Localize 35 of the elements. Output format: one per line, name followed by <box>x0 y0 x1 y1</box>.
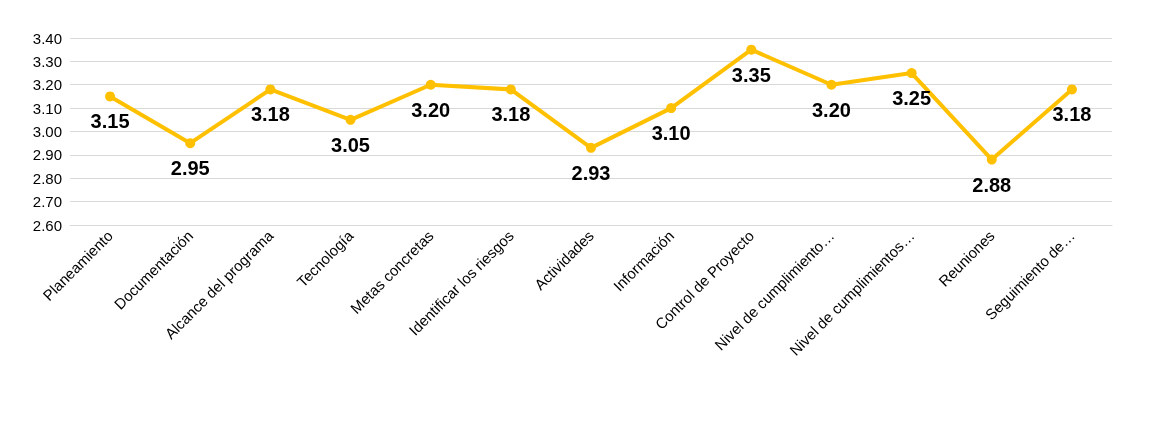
point <box>1066 84 1077 95</box>
y-tick-label: 2.80 <box>32 169 62 187</box>
point <box>746 44 757 55</box>
point <box>105 91 116 102</box>
point <box>425 79 436 90</box>
y-tick-label: 2.70 <box>32 193 62 211</box>
point <box>505 84 516 95</box>
point <box>586 142 596 153</box>
point <box>666 103 677 114</box>
data-label: 3.20 <box>411 98 451 121</box>
y-tick-label: 3.00 <box>32 123 62 140</box>
point <box>185 138 196 149</box>
data-label: 3.25 <box>892 87 932 110</box>
y-tick-label: 2.60 <box>32 216 62 234</box>
data-label: 3.20 <box>811 98 851 121</box>
data-label: 2.88 <box>972 173 1012 196</box>
y-tick-label: 3.20 <box>32 76 62 94</box>
point <box>345 114 356 125</box>
point <box>826 79 837 90</box>
y-tick-label: 3.40 <box>32 29 62 47</box>
data-label: 3.35 <box>731 63 771 86</box>
y-tick-label: 3.30 <box>32 52 62 70</box>
y-tick-label: 2.90 <box>32 146 62 164</box>
point <box>986 154 997 165</box>
data-label: 2.95 <box>170 157 210 180</box>
data-label: 3.15 <box>90 110 130 133</box>
data-label: 2.93 <box>571 161 611 184</box>
data-label: 3.18 <box>250 103 290 126</box>
data-label: 3.18 <box>491 103 531 126</box>
data-label: 3.05 <box>331 133 371 156</box>
y-tick-label: 3.10 <box>32 99 62 117</box>
point <box>265 84 276 95</box>
data-label: 3.18 <box>1052 103 1092 126</box>
point <box>906 68 917 79</box>
data-label: 3.10 <box>651 122 691 145</box>
